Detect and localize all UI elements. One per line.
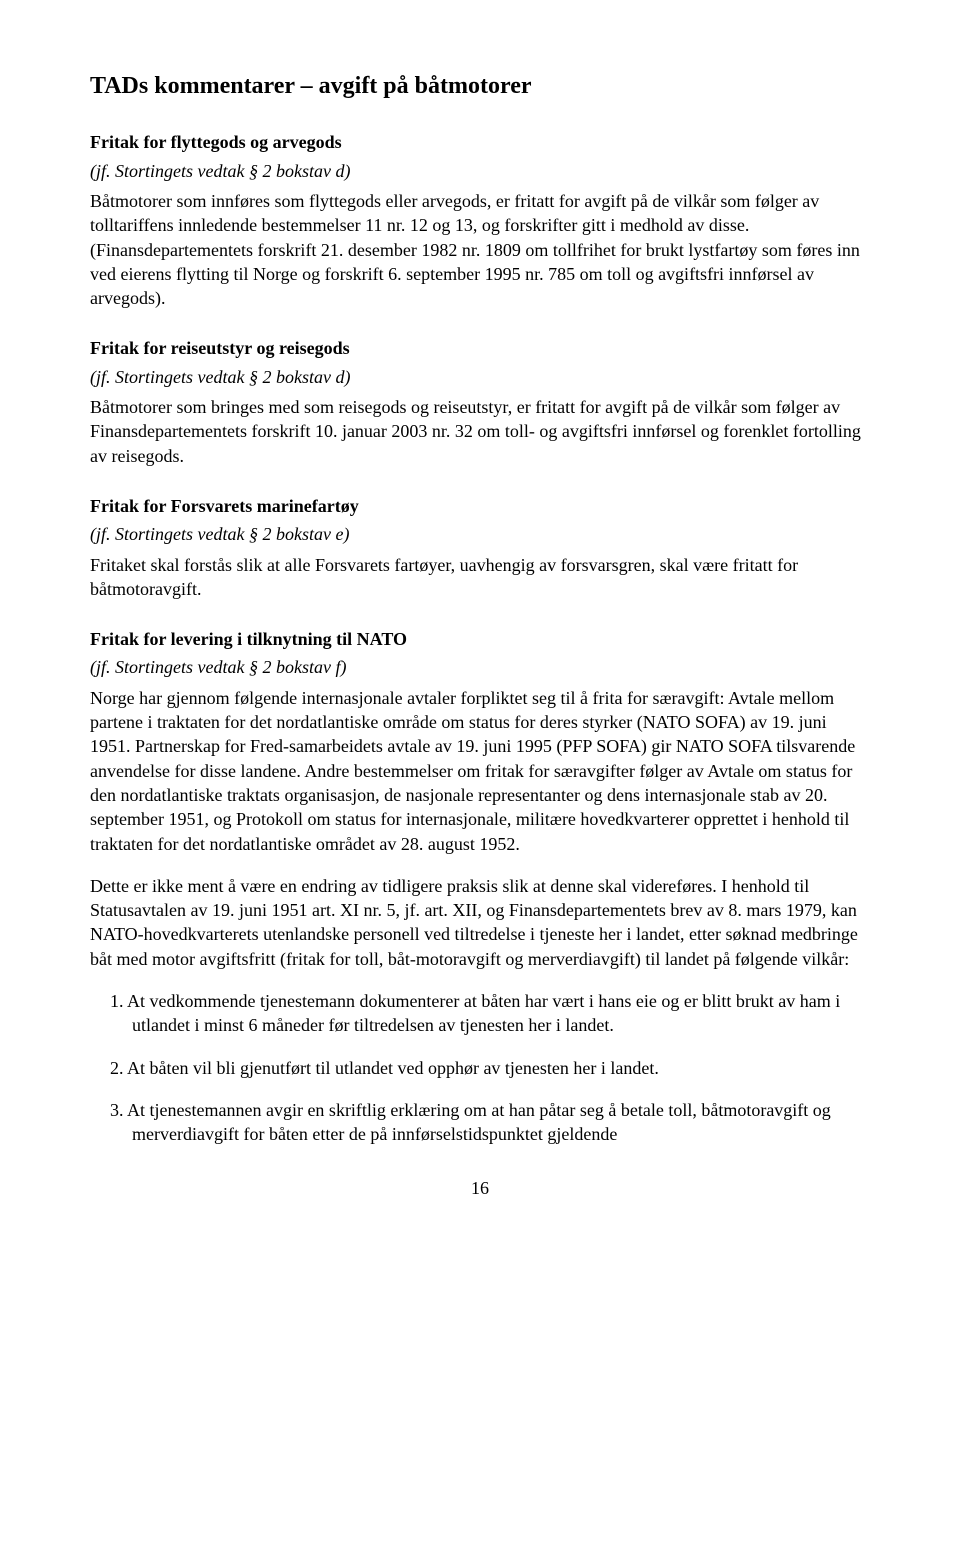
section-heading: Fritak for levering i tilknytning til NA… [90, 627, 870, 651]
page-number: 16 [90, 1176, 870, 1200]
section-body: Dette er ikke ment å være en endring av … [90, 874, 870, 971]
section-heading: Fritak for reiseutstyr og reisegods [90, 336, 870, 360]
list-item: 1. At vedkommende tjenestemann dokumente… [90, 989, 870, 1038]
section-heading: Fritak for Forsvarets marinefartøy [90, 494, 870, 518]
list-item: 2. At båten vil bli gjenutført til utlan… [90, 1056, 870, 1080]
section-body: Båtmotorer som innføres som flyttegods e… [90, 189, 870, 310]
list-item: 3. At tjenestemannen avgir en skriftlig … [90, 1098, 870, 1147]
section-heading: Fritak for flyttegods og arvegods [90, 130, 870, 154]
conditions-list: 1. At vedkommende tjenestemann dokumente… [90, 989, 870, 1146]
page-title: TADs kommentarer – avgift på båtmotorer [90, 70, 870, 102]
section-body: Båtmotorer som bringes med som reisegods… [90, 395, 870, 468]
section-reference: (jf. Stortingets vedtak § 2 bokstav d) [90, 365, 870, 389]
section-reference: (jf. Stortingets vedtak § 2 bokstav d) [90, 159, 870, 183]
section-reference: (jf. Stortingets vedtak § 2 bokstav f) [90, 655, 870, 679]
section-reference: (jf. Stortingets vedtak § 2 bokstav e) [90, 522, 870, 546]
section-body: Norge har gjennom følgende internasjonal… [90, 686, 870, 856]
section-body: Fritaket skal forstås slik at alle Forsv… [90, 553, 870, 602]
